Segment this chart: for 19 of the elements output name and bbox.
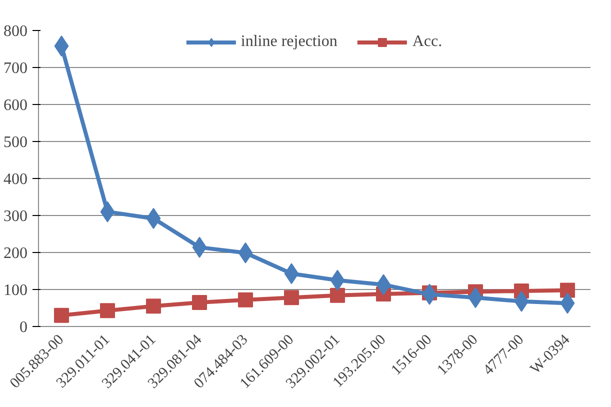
point bbox=[560, 282, 575, 298]
y-tick-label: 500 bbox=[4, 134, 28, 151]
point bbox=[100, 303, 115, 318]
y-tick-label: 600 bbox=[4, 97, 28, 114]
y-tick-label: 300 bbox=[4, 208, 28, 225]
y-tick-label: 200 bbox=[4, 245, 28, 262]
legend-label: Acc. bbox=[412, 33, 442, 51]
point bbox=[54, 308, 69, 323]
point bbox=[192, 294, 207, 310]
y-tick-label: 400 bbox=[4, 171, 28, 188]
y-tick-label: 100 bbox=[4, 282, 28, 299]
point bbox=[238, 292, 253, 308]
y-tick-label: 0 bbox=[20, 319, 28, 336]
point bbox=[146, 298, 161, 314]
point bbox=[330, 288, 345, 303]
legend-label: inline rejection bbox=[240, 33, 338, 51]
y-tick-label: 800 bbox=[4, 23, 28, 40]
y-tick-label: 700 bbox=[4, 60, 28, 77]
point bbox=[284, 290, 299, 306]
